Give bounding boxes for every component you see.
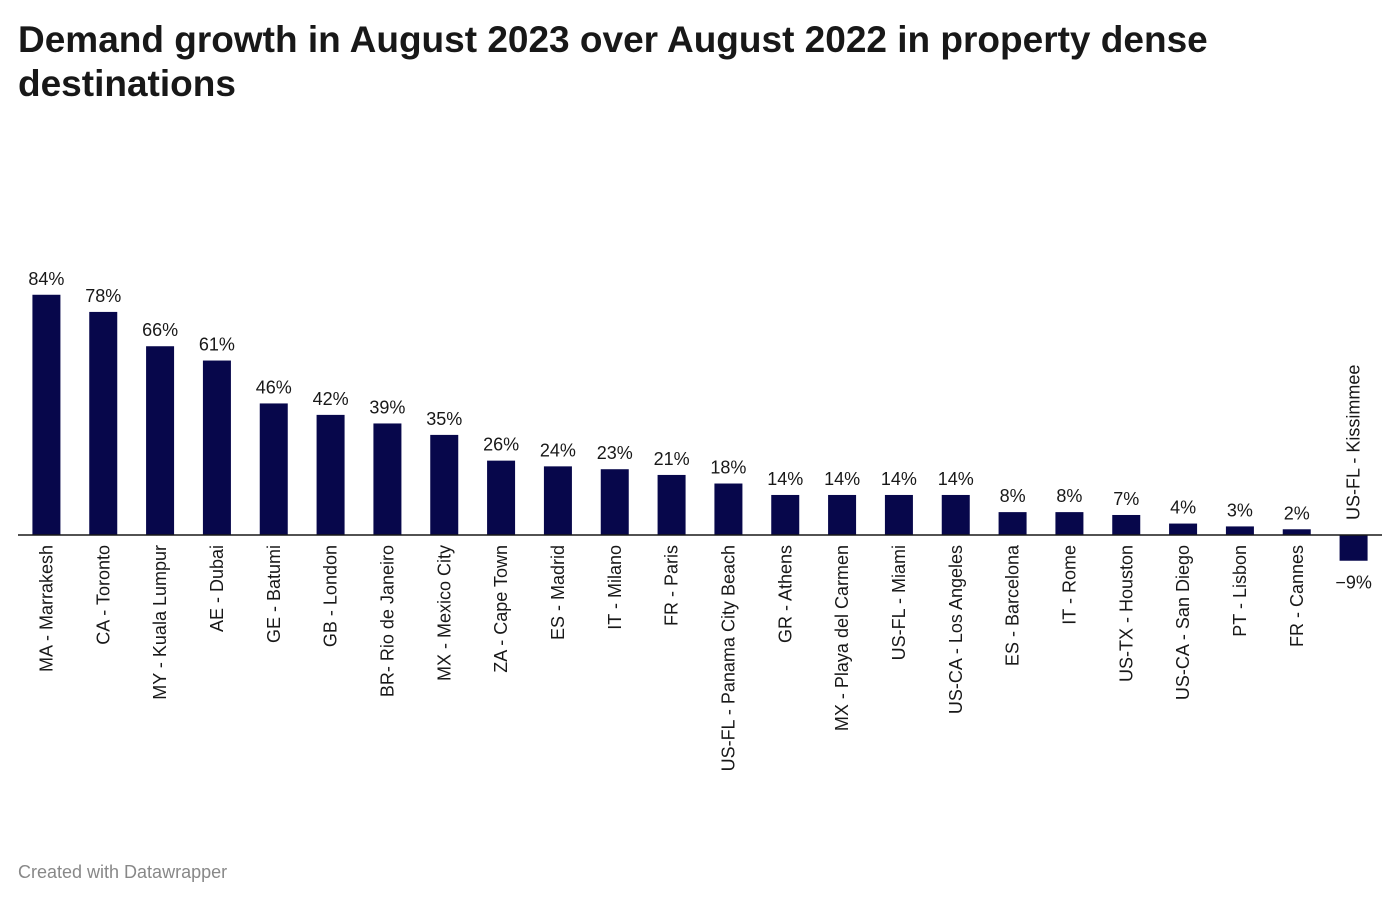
- value-label: 14%: [767, 469, 803, 489]
- value-label: 18%: [710, 458, 746, 478]
- bar: [998, 512, 1027, 535]
- value-label: 14%: [938, 469, 974, 489]
- value-label: 4%: [1170, 498, 1196, 518]
- bar: [89, 311, 118, 535]
- category-label: US-CA - San Diego: [1173, 545, 1193, 700]
- value-label: 14%: [881, 469, 917, 489]
- bar: [146, 346, 175, 535]
- value-label: 2%: [1284, 503, 1310, 523]
- value-label: 84%: [28, 269, 64, 289]
- category-label: ES - Barcelona: [1003, 544, 1023, 666]
- category-label: US-FL - Panama City Beach: [718, 545, 738, 771]
- value-label: 78%: [85, 286, 121, 306]
- chart-title: Demand growth in August 2023 over August…: [18, 19, 1208, 104]
- bar: [316, 414, 345, 535]
- value-label: 24%: [540, 440, 576, 460]
- value-label: 3%: [1227, 500, 1253, 520]
- bar: [1112, 514, 1141, 535]
- bar: [657, 474, 686, 535]
- bar: [941, 494, 970, 535]
- value-label: 8%: [1056, 486, 1082, 506]
- bar: [600, 469, 629, 535]
- category-label: PT - Lisbon: [1230, 545, 1250, 637]
- bar: [884, 494, 913, 535]
- bar: [487, 460, 516, 535]
- category-label: FR - Paris: [662, 545, 682, 626]
- category-label: BR- Rio de Janeiro: [377, 545, 397, 697]
- category-label: MY - Kuala Lumpur: [150, 545, 170, 700]
- value-label: 7%: [1113, 489, 1139, 509]
- category-label: IT - Milano: [605, 545, 625, 630]
- bar: [430, 434, 459, 535]
- bar: [1169, 523, 1198, 535]
- category-label: MA - Marrakesh: [36, 545, 56, 672]
- category-label: MX - Playa del Carmen: [832, 545, 852, 731]
- bar: [1055, 512, 1084, 535]
- value-label: 14%: [824, 469, 860, 489]
- category-label: US-FL - Kissimmee: [1344, 365, 1364, 520]
- value-label: 35%: [426, 409, 462, 429]
- bar: [714, 483, 743, 535]
- value-label: 46%: [256, 377, 292, 397]
- category-label: MX - Mexico City: [434, 545, 454, 681]
- value-label: 42%: [313, 389, 349, 409]
- value-label: 39%: [369, 397, 405, 417]
- category-label: FR - Cannes: [1287, 545, 1307, 647]
- bar: [373, 423, 402, 535]
- value-label: 23%: [597, 443, 633, 463]
- category-label: US-CA - Los Angeles: [946, 545, 966, 714]
- bar: [828, 494, 857, 535]
- bar: [771, 494, 800, 535]
- bar: [202, 360, 231, 535]
- value-label: 8%: [1000, 486, 1026, 506]
- bar: [32, 294, 61, 535]
- category-label: GE - Batumi: [264, 545, 284, 643]
- category-label: US-TX - Houston: [1116, 545, 1136, 682]
- value-label: 66%: [142, 320, 178, 340]
- bar: [259, 403, 288, 535]
- category-label: AE - Dubai: [207, 545, 227, 632]
- category-label: IT - Rome: [1059, 545, 1079, 625]
- category-label: CA - Toronto: [93, 545, 113, 645]
- category-label: GB - London: [321, 545, 341, 647]
- value-label: 61%: [199, 335, 235, 355]
- category-label: ES - Madrid: [548, 545, 568, 640]
- footer-credit: Created with Datawrapper: [18, 862, 228, 882]
- bar: [543, 466, 572, 535]
- category-label: US-FL - Miami: [889, 545, 909, 660]
- category-label: ZA - Cape Town: [491, 545, 511, 673]
- category-label: GR - Athens: [775, 545, 795, 643]
- value-label: 21%: [654, 449, 690, 469]
- bar: [1282, 529, 1311, 535]
- value-label: −9%: [1335, 573, 1372, 593]
- bar: [1339, 535, 1368, 561]
- bar: [1225, 526, 1254, 535]
- value-label: 26%: [483, 435, 519, 455]
